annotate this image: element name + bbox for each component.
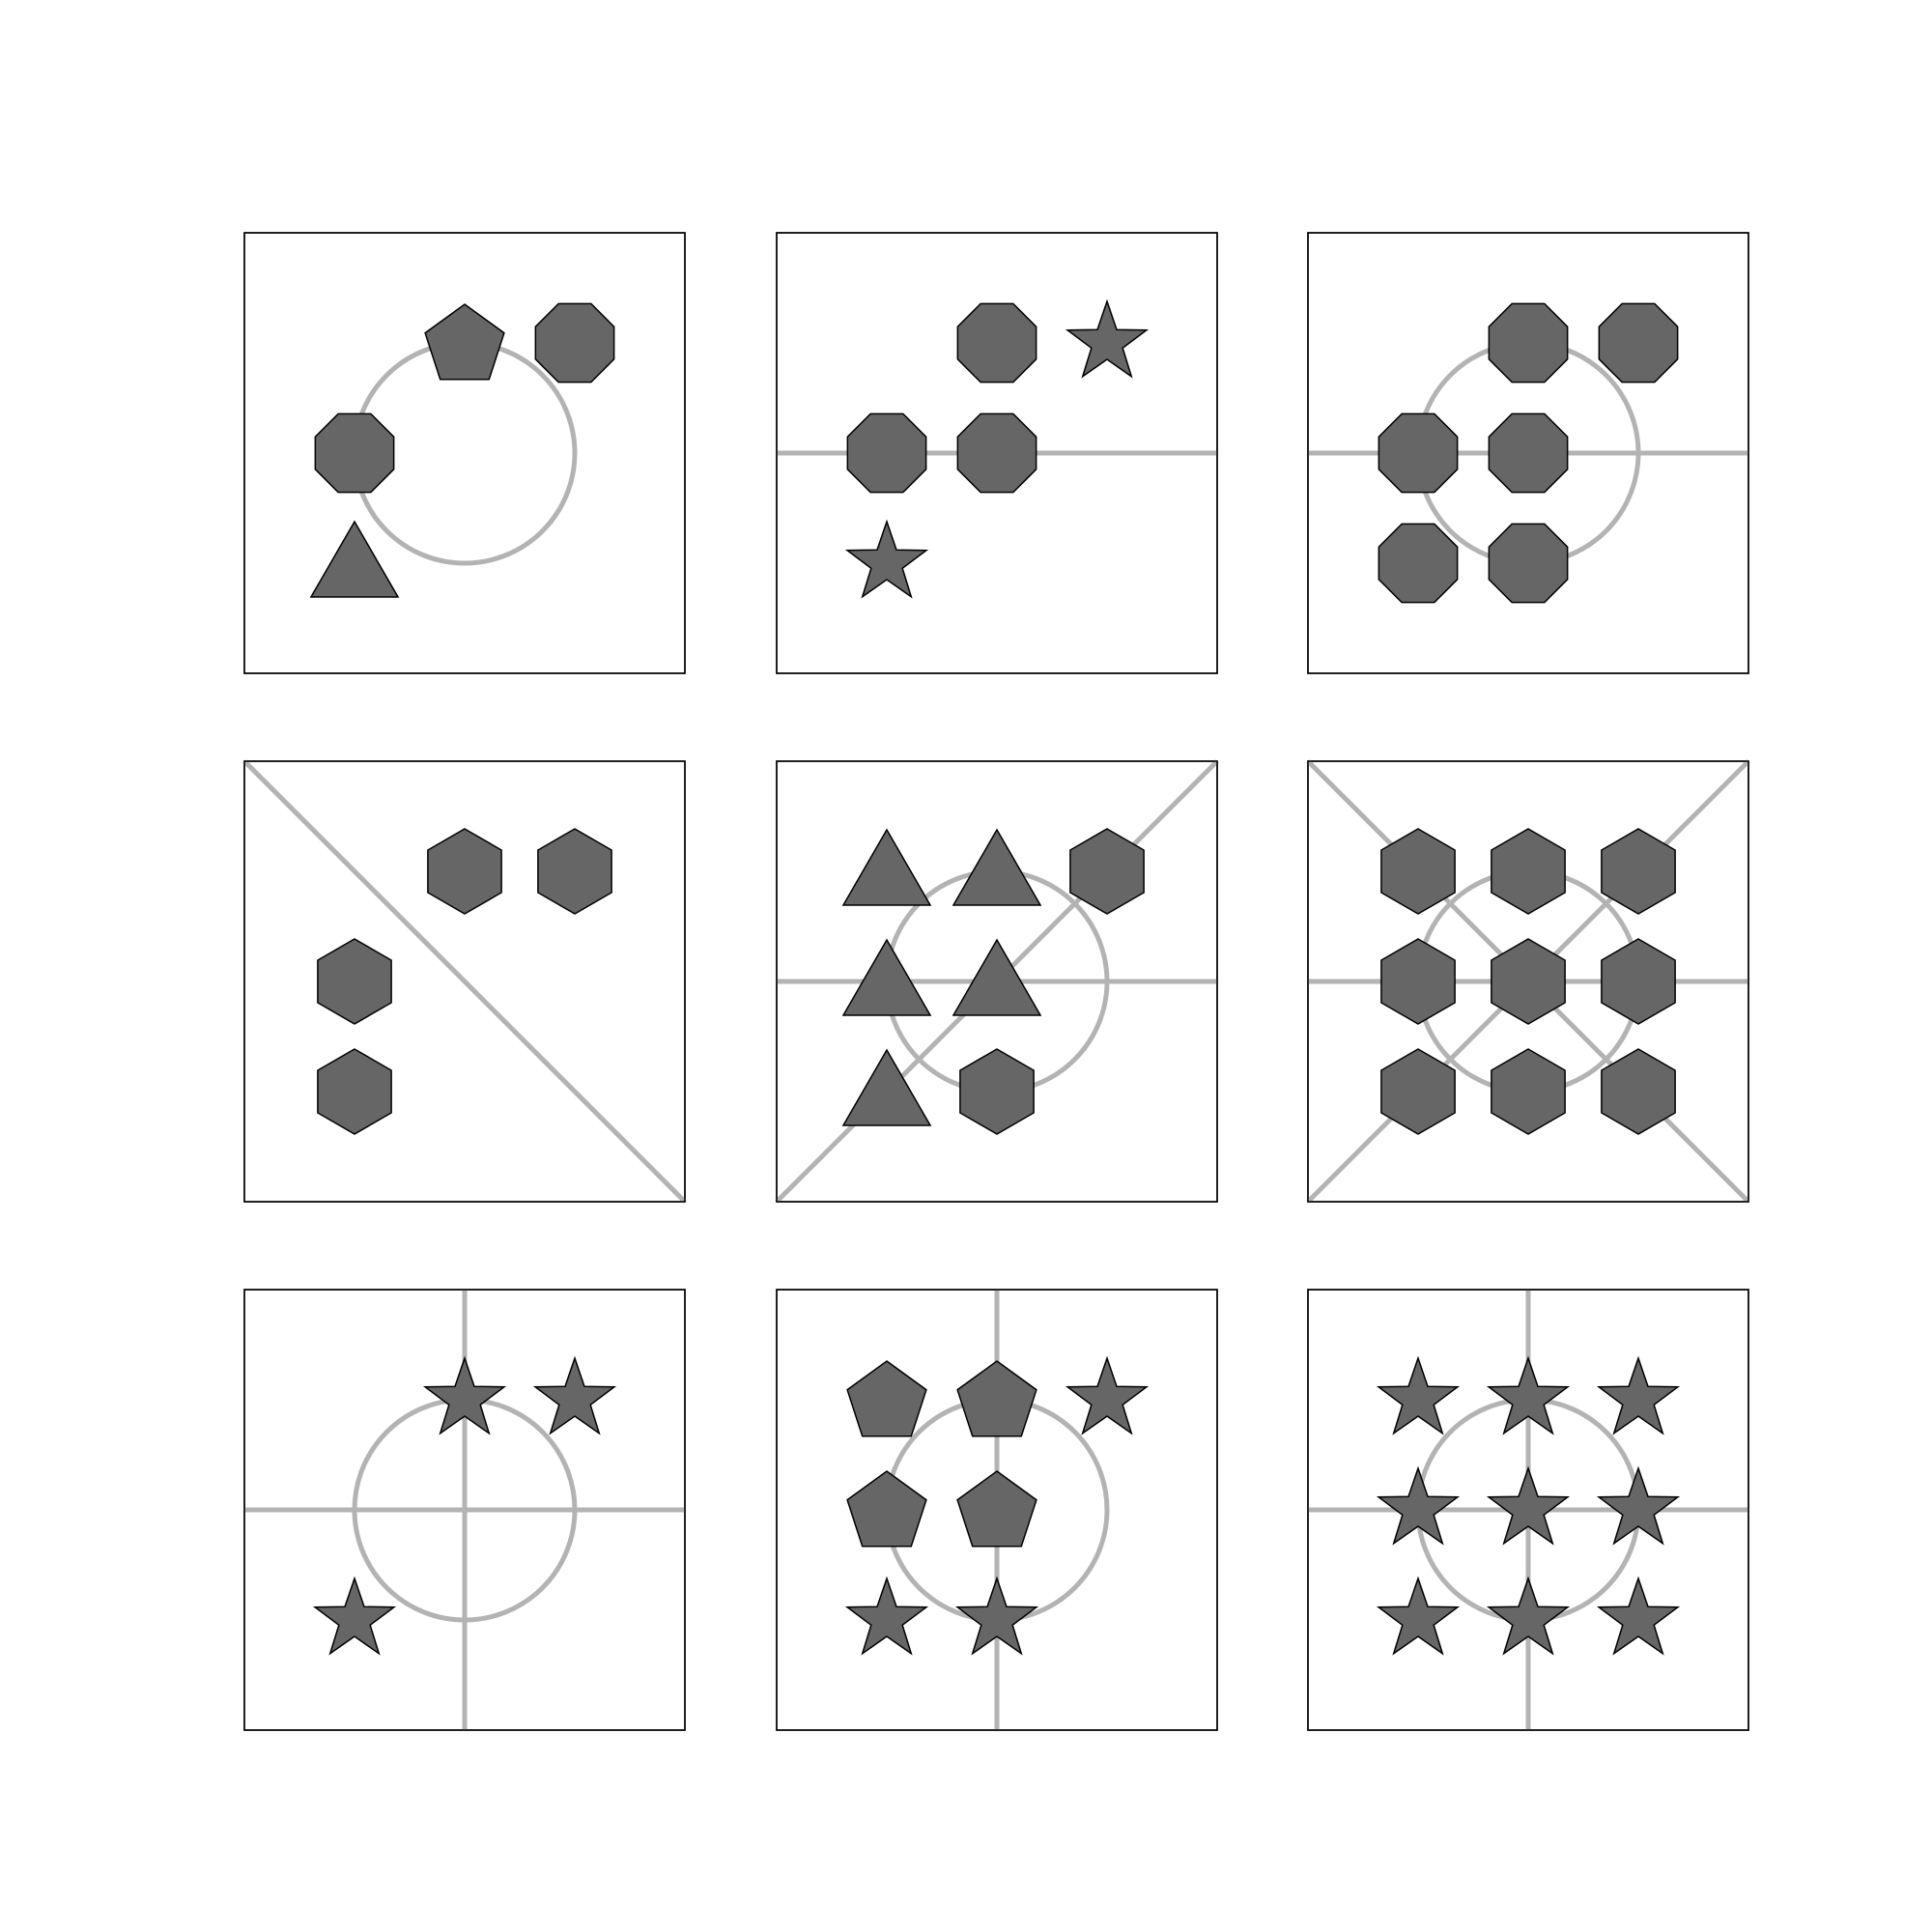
triangle-shape — [841, 1048, 932, 1126]
octagon-shape — [956, 412, 1037, 494]
star-shape — [312, 1576, 397, 1656]
star-shape — [1376, 1576, 1461, 1656]
star-shape — [1486, 1576, 1571, 1656]
hexagon-shape — [1491, 1048, 1566, 1135]
star-shape — [1596, 1576, 1681, 1656]
star-shape — [954, 1576, 1039, 1656]
octagon-shape — [1488, 302, 1569, 384]
panel-frame — [776, 760, 1218, 1203]
panel-r1-c1 — [243, 232, 686, 674]
panel-border — [243, 232, 686, 674]
panel-r2-c3 — [1306, 759, 1750, 1204]
panel-frame — [776, 1289, 1218, 1731]
panel-r2-c2 — [775, 759, 1219, 1204]
octagon-shape — [846, 412, 927, 494]
hexagon-shape — [1069, 828, 1145, 915]
panel-r3-c1 — [243, 1289, 686, 1731]
panel-frame — [776, 232, 1218, 674]
hexagon-shape — [317, 938, 392, 1025]
hexagon-shape — [1491, 938, 1566, 1025]
octagon-shape — [534, 302, 615, 384]
hexagon-shape — [1601, 1048, 1676, 1135]
panel-frame — [1307, 1289, 1749, 1731]
pentagon-shape — [956, 1470, 1037, 1548]
star-shape — [1376, 1355, 1461, 1435]
hexagon-shape — [959, 1048, 1035, 1135]
octagon-shape — [1598, 302, 1679, 384]
pentagon-shape — [956, 1360, 1037, 1437]
hexagon-shape — [1491, 828, 1566, 915]
panel-r1-c2 — [776, 232, 1218, 674]
octagon-shape — [314, 412, 395, 494]
pentagon-shape — [424, 303, 505, 381]
hexagon-shape — [1601, 828, 1676, 915]
hexagon-shape — [1380, 938, 1456, 1025]
star-shape — [422, 1355, 507, 1435]
hexagon-shape — [317, 1048, 392, 1135]
star-shape — [1376, 1465, 1461, 1546]
panel-frame — [243, 760, 686, 1203]
star-shape — [1486, 1355, 1571, 1435]
star-shape — [1486, 1465, 1571, 1546]
star-shape — [1065, 298, 1150, 379]
panel-frame — [1307, 232, 1749, 674]
star-shape — [844, 1576, 929, 1656]
panel-frame — [243, 1289, 686, 1731]
hexagon-shape — [427, 828, 502, 915]
octagon-shape — [1488, 523, 1569, 604]
star-shape — [1065, 1355, 1150, 1435]
triangle-shape — [841, 828, 932, 906]
panel-r3-c2 — [776, 1289, 1218, 1731]
hexagon-shape — [1380, 1048, 1456, 1135]
hexagon-shape — [1380, 828, 1456, 915]
star-shape — [844, 519, 929, 599]
star-shape — [1596, 1355, 1681, 1435]
guide-diagonal-line — [242, 759, 687, 1204]
octagon-shape — [956, 302, 1037, 384]
triangle-shape — [841, 938, 932, 1016]
hexagon-shape — [1601, 938, 1676, 1025]
pentagon-shape — [846, 1470, 927, 1548]
octagon-shape — [1488, 412, 1569, 494]
panel-frame — [1307, 760, 1749, 1203]
triangle-shape — [952, 828, 1042, 906]
star-shape — [532, 1355, 617, 1435]
triangle-shape — [952, 938, 1042, 1016]
panel-r1-c3 — [1307, 232, 1749, 674]
hexagon-shape — [537, 828, 612, 915]
octagon-shape — [1378, 523, 1459, 604]
panel-r3-c3 — [1307, 1289, 1749, 1731]
octagon-shape — [1378, 412, 1459, 494]
star-shape — [1596, 1465, 1681, 1546]
triangle-shape — [309, 520, 400, 598]
panel-frame — [243, 232, 686, 674]
panel-r2-c1 — [242, 759, 687, 1204]
pentagon-shape — [846, 1360, 927, 1437]
